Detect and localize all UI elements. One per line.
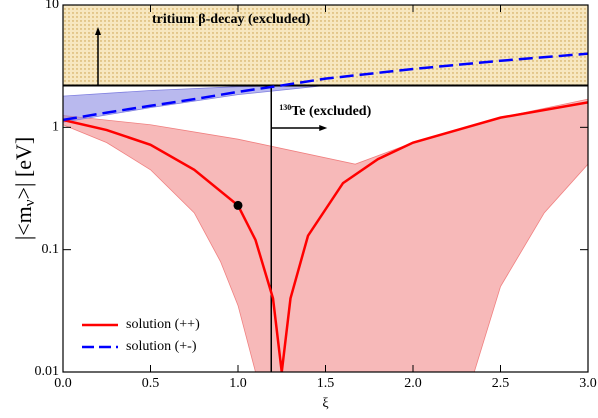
y-tick-label: 10 bbox=[45, 0, 59, 12]
series-line bbox=[63, 52, 588, 122]
y-axis-label-part: >| [eV] bbox=[11, 137, 36, 200]
plot-area bbox=[63, 5, 588, 372]
x-tick-label: 3.0 bbox=[579, 376, 597, 391]
point bbox=[233, 200, 243, 210]
x-tick-label: 2.0 bbox=[404, 376, 422, 391]
y-tick-label: 0.1 bbox=[42, 242, 60, 257]
y-axis-label-part: ν bbox=[22, 199, 38, 206]
arrow-head bbox=[95, 27, 101, 35]
band bbox=[63, 85, 326, 123]
series-line bbox=[63, 101, 588, 372]
y-axis-label: |<mν>| [eV] bbox=[11, 137, 38, 240]
tritium-excluded-region bbox=[63, 5, 588, 86]
y-tick-label: 1 bbox=[52, 120, 59, 135]
y-axis-label-part: |<m bbox=[11, 206, 36, 240]
annotation: 130Te (excluded) bbox=[279, 103, 371, 119]
band bbox=[63, 98, 588, 372]
x-tick-label: 2.5 bbox=[492, 376, 510, 391]
legend-label: solution (++) bbox=[126, 317, 200, 332]
x-tick-label: 1.0 bbox=[229, 376, 247, 391]
y-tick-label: 0.01 bbox=[35, 364, 60, 379]
annotation: tritium β-decay (excluded) bbox=[152, 12, 311, 27]
annotation-text: Te (excluded) bbox=[291, 104, 371, 119]
annotation-sup: 130 bbox=[279, 103, 291, 112]
x-tick-label: 1.5 bbox=[317, 376, 335, 391]
x-tick-label: 0.5 bbox=[142, 376, 160, 391]
x-axis-label: ξ bbox=[322, 396, 328, 411]
arrow-head bbox=[319, 125, 328, 131]
legend-label: solution (+-) bbox=[126, 339, 197, 354]
x-tick-label: 0.0 bbox=[54, 376, 72, 391]
